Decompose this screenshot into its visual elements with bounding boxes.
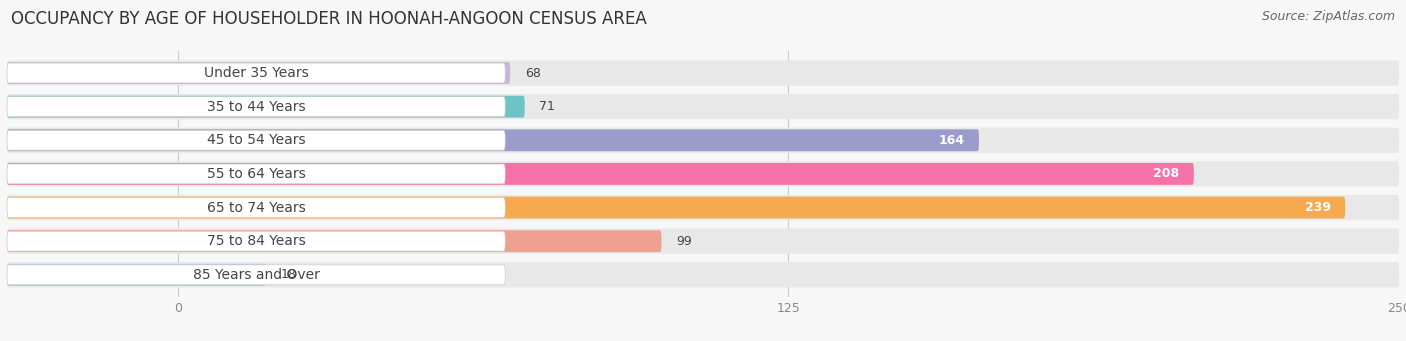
- FancyBboxPatch shape: [7, 62, 510, 84]
- Text: 35 to 44 Years: 35 to 44 Years: [207, 100, 305, 114]
- Text: 85 Years and Over: 85 Years and Over: [193, 268, 319, 282]
- FancyBboxPatch shape: [7, 94, 1399, 119]
- FancyBboxPatch shape: [7, 265, 505, 285]
- FancyBboxPatch shape: [7, 195, 1399, 220]
- Text: Source: ZipAtlas.com: Source: ZipAtlas.com: [1261, 10, 1395, 23]
- Text: OCCUPANCY BY AGE OF HOUSEHOLDER IN HOONAH-ANGOON CENSUS AREA: OCCUPANCY BY AGE OF HOUSEHOLDER IN HOONA…: [11, 10, 647, 28]
- FancyBboxPatch shape: [7, 97, 505, 117]
- Text: Under 35 Years: Under 35 Years: [204, 66, 308, 80]
- FancyBboxPatch shape: [7, 96, 524, 118]
- Text: 45 to 54 Years: 45 to 54 Years: [207, 133, 305, 147]
- FancyBboxPatch shape: [7, 129, 979, 151]
- Text: 18: 18: [281, 268, 297, 281]
- FancyBboxPatch shape: [7, 228, 1399, 254]
- FancyBboxPatch shape: [7, 163, 1194, 185]
- FancyBboxPatch shape: [7, 60, 1399, 86]
- FancyBboxPatch shape: [7, 130, 505, 150]
- FancyBboxPatch shape: [7, 231, 505, 251]
- FancyBboxPatch shape: [7, 128, 1399, 153]
- Text: 99: 99: [676, 235, 692, 248]
- Text: 65 to 74 Years: 65 to 74 Years: [207, 201, 305, 214]
- FancyBboxPatch shape: [7, 264, 266, 286]
- FancyBboxPatch shape: [7, 198, 505, 218]
- Text: 208: 208: [1153, 167, 1180, 180]
- FancyBboxPatch shape: [7, 262, 1399, 287]
- FancyBboxPatch shape: [7, 161, 1399, 187]
- Text: 55 to 64 Years: 55 to 64 Years: [207, 167, 305, 181]
- FancyBboxPatch shape: [7, 230, 661, 252]
- Text: 68: 68: [524, 66, 541, 79]
- Text: 164: 164: [938, 134, 965, 147]
- FancyBboxPatch shape: [7, 197, 1346, 219]
- Text: 71: 71: [540, 100, 555, 113]
- FancyBboxPatch shape: [7, 164, 505, 184]
- Text: 75 to 84 Years: 75 to 84 Years: [207, 234, 305, 248]
- FancyBboxPatch shape: [7, 63, 505, 83]
- Text: 239: 239: [1305, 201, 1330, 214]
